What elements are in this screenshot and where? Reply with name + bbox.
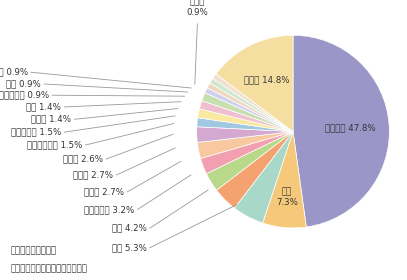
Wedge shape — [197, 118, 293, 132]
Text: 米国 5.3%: 米国 5.3% — [112, 243, 147, 252]
Wedge shape — [213, 74, 293, 132]
Wedge shape — [205, 88, 293, 132]
Wedge shape — [197, 132, 293, 158]
Wedge shape — [210, 78, 293, 132]
Wedge shape — [234, 132, 293, 223]
Text: ポーランド 3.2%: ポーランド 3.2% — [84, 205, 134, 214]
Text: ハンガリー 1.5%: ハンガリー 1.5% — [11, 128, 61, 137]
Wedge shape — [207, 83, 293, 132]
Wedge shape — [293, 35, 389, 227]
Text: 英国 4.2%: 英国 4.2% — [112, 224, 147, 233]
Text: ロシア 2.7%: ロシア 2.7% — [84, 187, 124, 196]
Wedge shape — [198, 109, 293, 132]
Text: スイス 2.6%: スイス 2.6% — [63, 155, 103, 164]
Text: ユーロ圏 47.8%: ユーロ圏 47.8% — [325, 123, 376, 132]
Wedge shape — [199, 101, 293, 132]
Text: 中国
7.3%: 中国 7.3% — [276, 187, 298, 207]
Wedge shape — [206, 132, 293, 190]
Text: スウェーデン 1.5%: スウェーデン 1.5% — [27, 141, 82, 150]
Wedge shape — [202, 93, 293, 132]
Text: チェコ 2.7%: チェコ 2.7% — [73, 171, 113, 179]
Text: その他 14.8%: その他 14.8% — [244, 75, 290, 85]
Wedge shape — [263, 132, 306, 228]
Text: 資料：ユーロスタットから作成。: 資料：ユーロスタットから作成。 — [10, 265, 87, 274]
Wedge shape — [197, 127, 293, 143]
Text: 参考：輸入額シェア: 参考：輸入額シェア — [10, 246, 56, 255]
Wedge shape — [217, 132, 293, 208]
Wedge shape — [216, 35, 293, 132]
Text: ノルウェー 0.9%: ノルウェー 0.9% — [0, 68, 28, 77]
Wedge shape — [201, 132, 293, 174]
Text: インド
0.9%: インド 0.9% — [186, 0, 208, 17]
Text: トルコ 1.4%: トルコ 1.4% — [31, 115, 71, 124]
Text: 韓国 0.9%: 韓国 0.9% — [6, 80, 41, 88]
Text: 日本 1.4%: 日本 1.4% — [26, 102, 61, 111]
Text: ルーマニア 0.9%: ルーマニア 0.9% — [0, 91, 49, 100]
